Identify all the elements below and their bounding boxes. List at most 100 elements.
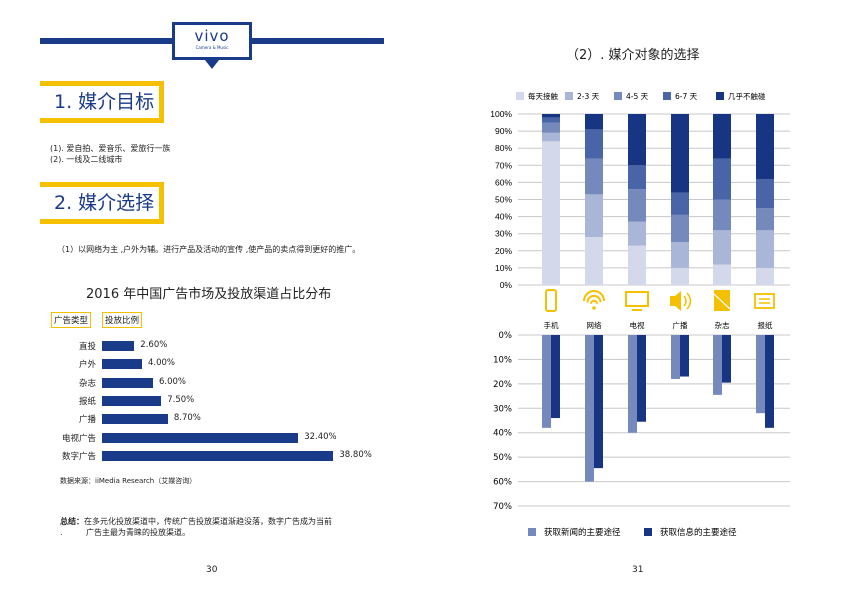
magazine-icon [713, 293, 731, 310]
y-tick-label: 30% [493, 404, 512, 414]
ad-share-bar [102, 359, 142, 370]
ad-category-label: 电视广告 [61, 433, 96, 444]
category-label: 报纸 [758, 320, 773, 330]
tag-ad-type: 广告类型 [51, 312, 92, 328]
y-tick-label: 80% [495, 143, 512, 153]
inverted-bar [671, 335, 680, 379]
ad-share-value: 2.60% [140, 340, 168, 350]
stacked-segment [542, 122, 560, 133]
inverted-bar [765, 335, 774, 428]
stacked-segment [713, 230, 731, 265]
summary-label: 总结： [60, 517, 84, 526]
vivo-logo: vivo Camera & Music [172, 22, 252, 60]
wifi-icon [592, 306, 596, 310]
inverted-bar [551, 335, 560, 419]
stacked-segment [585, 194, 603, 238]
inverted-bar [585, 335, 594, 482]
y-tick-label: 0% [499, 331, 513, 341]
inverted-bar [722, 335, 731, 383]
section-heading-2: 2. 媒介选择 [40, 182, 164, 224]
stacked-segment [585, 158, 603, 195]
stacked-segment [756, 178, 774, 209]
stacked-segment [671, 114, 689, 193]
y-tick-label: 60% [495, 177, 512, 187]
right-title: （2）. 媒介对象的选择 [566, 48, 700, 63]
y-tick-label: 100% [490, 109, 512, 119]
stacked-segment [713, 264, 731, 285]
logo-brand: vivo [194, 27, 230, 45]
stacked-segment [713, 158, 731, 200]
stacked-segment [585, 114, 603, 130]
ad-category-label: 直投 [78, 342, 96, 352]
y-tick-label: 30% [495, 229, 512, 239]
summary: 总结：在多元化投放渠道中，传统广告投放渠道渐趋没落，数字广告成为当前 . 广告主最… [60, 516, 332, 538]
inverted-bar [713, 335, 722, 395]
legend-label: 几乎不触碰 [728, 91, 766, 101]
inverted-bar [637, 335, 646, 422]
legend-label: 每天接触 [528, 91, 558, 101]
category-label: 杂志 [715, 320, 730, 330]
target-list: (1). 爱自拍、爱音乐、爱旅行一族 (2). 一线及二线城市 [50, 143, 170, 165]
y-tick-label: 50% [493, 453, 512, 463]
stacked-segment [671, 214, 689, 243]
y-tick-label: 50% [495, 195, 512, 205]
y-tick-label: 70% [493, 502, 512, 512]
legend-label: 获取信息的主要途径 [660, 527, 737, 538]
ad-chart-title: 2016 年中国广告市场及投放渠道占比分布 [86, 287, 332, 302]
legend-swatch [516, 92, 524, 100]
inverted-bar [594, 335, 603, 469]
stacked-segment [585, 237, 603, 285]
y-tick-label: 10% [495, 263, 512, 273]
magazine-icon [714, 290, 730, 311]
summary-text-2: 广告主最为青睐的投放渠道。 [86, 528, 190, 537]
ad-category-label: 数字广告 [61, 451, 96, 462]
y-tick-label: 60% [493, 478, 512, 488]
stacked-segment [542, 132, 560, 142]
page-number-left: 30 [206, 565, 218, 575]
stacked-segment [628, 165, 646, 190]
legend-label: 获取新闻的主要途径 [544, 527, 621, 538]
stacked-segment [628, 221, 646, 246]
ad-share-value: 6.00% [159, 376, 187, 387]
strategy-text: （1）以网络为主 ,户外为辅。进行产品及活动的宣传 ,使产品的卖点得到更好的推广… [57, 245, 361, 254]
ad-category-label: 报纸 [78, 396, 96, 407]
y-tick-label: 20% [493, 380, 512, 390]
y-tick-label: 20% [495, 246, 512, 256]
target-item: (1). 爱自拍、爱音乐、爱旅行一族 [50, 144, 171, 153]
legend-swatch [565, 92, 573, 100]
category-label: 手机 [544, 320, 559, 330]
target-item: (2). 一线及二线城市 [50, 155, 123, 164]
wifi-icon [590, 299, 598, 305]
legend-swatch [528, 528, 536, 536]
newspaper-icon [759, 298, 770, 304]
stacked-segment [671, 192, 689, 215]
speaker-icon [670, 291, 681, 311]
ad-share-value: 32.40% [304, 431, 337, 442]
stacked-segment [671, 242, 689, 268]
tv-icon [625, 291, 649, 307]
section-heading-1: 1. 媒介目标 [40, 81, 164, 123]
stacked-segment [628, 189, 646, 222]
wifi-icon [586, 294, 602, 303]
summary-dot: . [60, 528, 63, 537]
logo-pointer [205, 60, 219, 69]
stacked-segment [756, 208, 774, 231]
ad-share-bar [102, 377, 153, 388]
wifi-icon [583, 290, 605, 302]
page-number-right: 31 [632, 565, 644, 575]
ad-category-label: 户外 [78, 360, 96, 371]
stacked-segment [542, 114, 560, 118]
ad-share-value: 38.80% [339, 449, 372, 460]
stacked-segment [628, 245, 646, 285]
stacked-segment [542, 141, 560, 285]
y-tick-label: 40% [495, 212, 512, 222]
y-tick-label: 0% [500, 280, 513, 290]
stacked-segment [542, 117, 560, 123]
legend-swatch [614, 92, 622, 100]
stacked-segment [628, 114, 646, 166]
newspaper-icon [754, 293, 775, 309]
inverted-bar [756, 335, 765, 414]
ad-share-bar [102, 450, 334, 461]
inverted-bar [542, 335, 551, 428]
